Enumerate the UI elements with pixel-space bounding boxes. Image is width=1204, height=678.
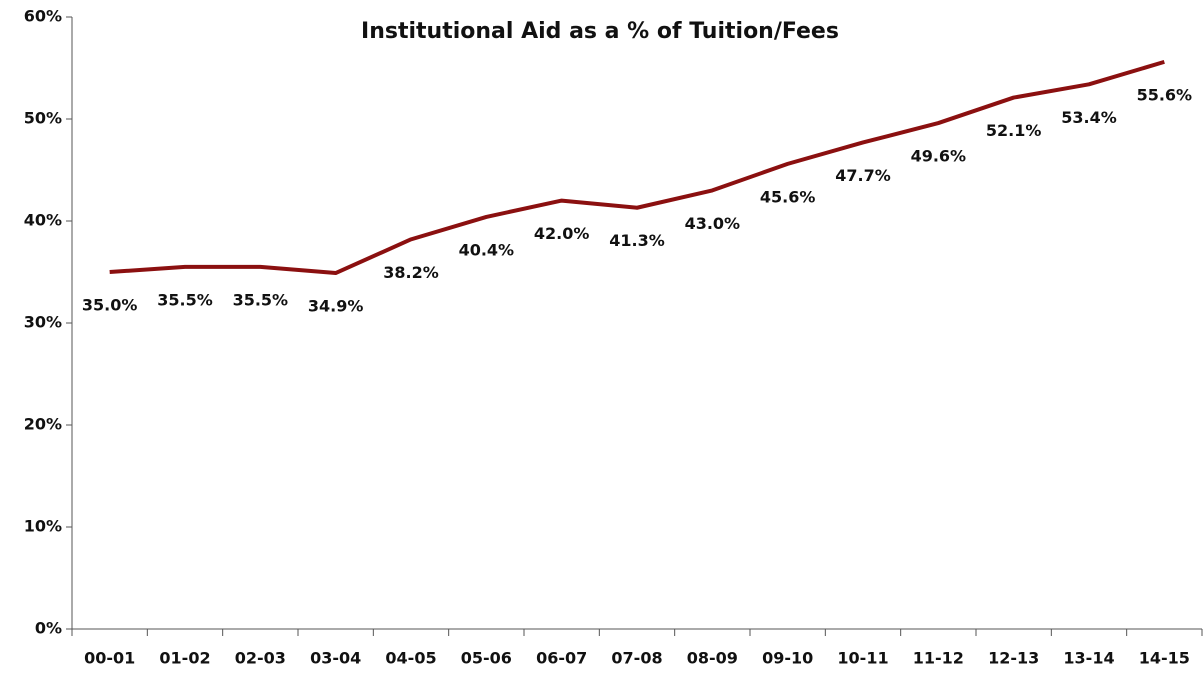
data-label: 40.4% xyxy=(459,240,515,259)
y-tick-label: 50% xyxy=(24,109,62,128)
data-label: 38.2% xyxy=(383,263,439,282)
data-label: 52.1% xyxy=(986,121,1042,140)
data-label: 55.6% xyxy=(1137,85,1193,104)
x-tick-label: 01-02 xyxy=(159,649,210,668)
data-line xyxy=(109,59,1165,276)
data-label: 35.0% xyxy=(82,296,138,315)
x-tick-label: 05-06 xyxy=(461,649,512,668)
x-tick-label: 12-13 xyxy=(988,649,1039,668)
x-tick-label: 08-09 xyxy=(687,649,738,668)
data-label: 41.3% xyxy=(609,231,665,250)
x-tick-label: 14-15 xyxy=(1139,649,1190,668)
data-label: 42.0% xyxy=(534,224,590,243)
x-tick-label: 04-05 xyxy=(385,649,436,668)
data-label: 43.0% xyxy=(685,214,741,233)
x-tick-label: 11-12 xyxy=(913,649,964,668)
x-tick-label: 10-11 xyxy=(837,649,888,668)
y-tick-label: 60% xyxy=(24,7,62,26)
y-tick-label: 20% xyxy=(24,415,62,434)
data-label: 35.5% xyxy=(157,290,213,309)
data-label: 49.6% xyxy=(911,147,967,166)
chart-title: Institutional Aid as a % of Tuition/Fees xyxy=(361,19,839,44)
x-tick-label: 07-08 xyxy=(611,649,662,668)
x-tick-label: 13-14 xyxy=(1063,649,1114,668)
data-label: 34.9% xyxy=(308,297,364,316)
y-tick-label: 30% xyxy=(24,313,62,332)
data-label: 35.5% xyxy=(233,290,289,309)
y-tick-label: 0% xyxy=(35,619,62,638)
data-label: 45.6% xyxy=(760,187,816,206)
x-tick-label: 00-01 xyxy=(84,649,135,668)
x-tick-label: 02-03 xyxy=(235,649,286,668)
x-tick-label: 03-04 xyxy=(310,649,361,668)
data-label: 53.4% xyxy=(1061,108,1117,127)
data-label: 47.7% xyxy=(835,166,891,185)
x-tick-label: 06-07 xyxy=(536,649,587,668)
x-tick-label: 09-10 xyxy=(762,649,813,668)
y-tick-label: 10% xyxy=(24,517,62,536)
y-tick-label: 40% xyxy=(24,211,62,230)
